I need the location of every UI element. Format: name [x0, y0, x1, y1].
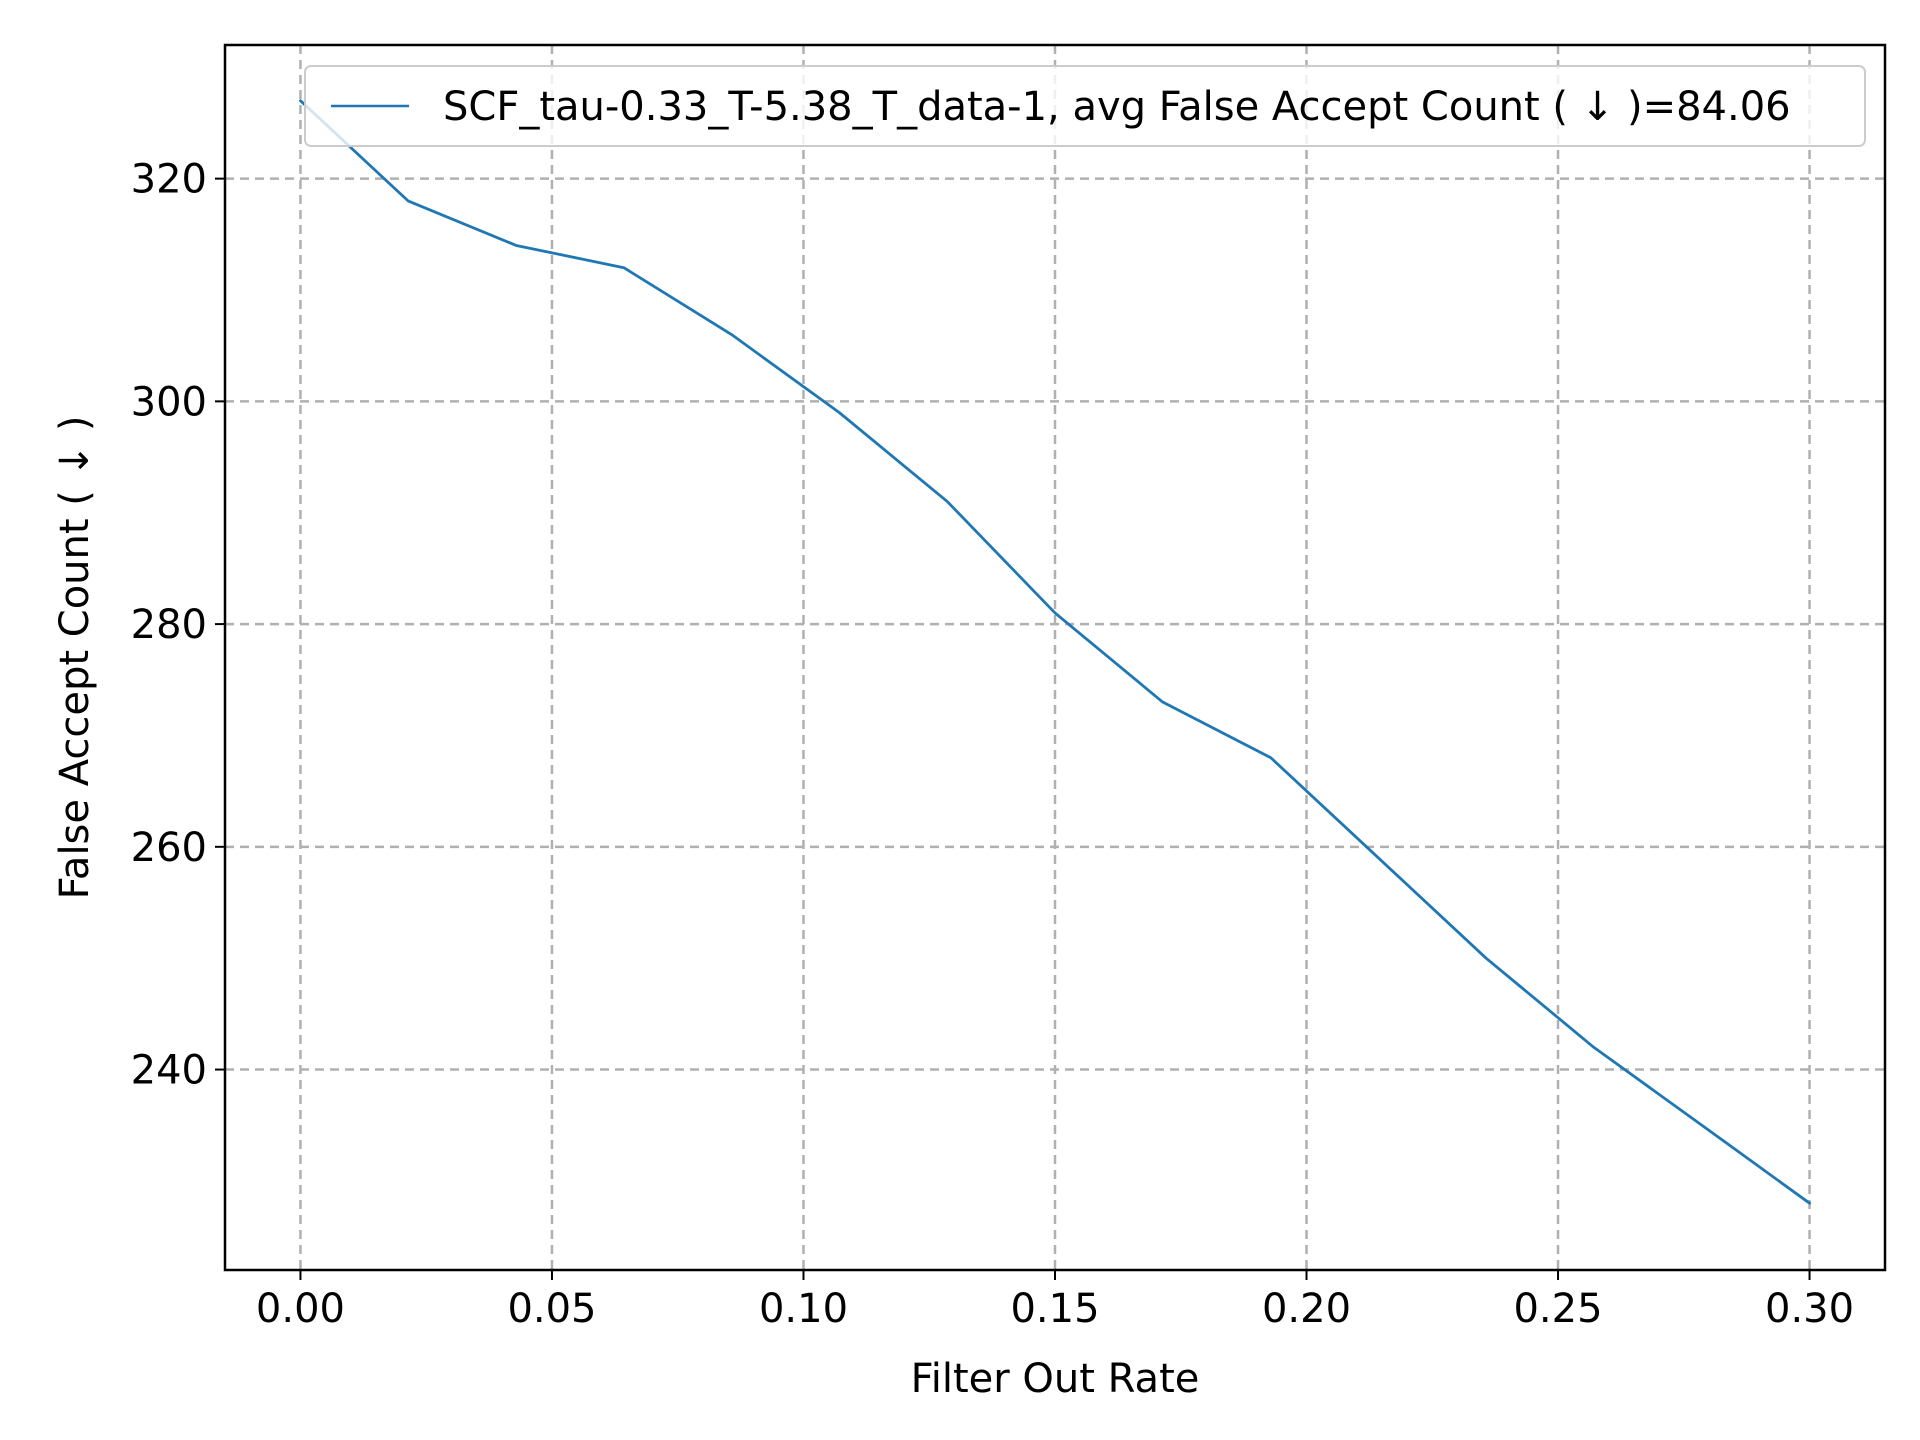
grid — [225, 45, 1885, 1270]
y-tick-label: 280 — [131, 602, 207, 648]
x-tick-label: 0.10 — [759, 1286, 848, 1332]
legend-label-series-0: SCF_tau-0.33_T-5.38_T_data-1, avg False … — [443, 84, 1791, 130]
x-tick-label: 0.25 — [1513, 1286, 1602, 1332]
series-layer — [299, 99, 1811, 1205]
y-tick-label: 240 — [131, 1048, 207, 1094]
x-tick-label: 0.15 — [1010, 1286, 1099, 1332]
y-tick-label: 320 — [131, 157, 207, 203]
series-line-0 — [299, 99, 1811, 1205]
x-axis-label: Filter Out Rate — [911, 1356, 1200, 1402]
legend: SCF_tau-0.33_T-5.38_T_data-1, avg False … — [304, 65, 1866, 147]
y-tick-label: 300 — [131, 379, 207, 425]
x-tick-label: 0.20 — [1262, 1286, 1351, 1332]
x-tick-label: 0.00 — [256, 1286, 345, 1332]
x-tick-label: 0.05 — [507, 1286, 596, 1332]
axis-ticks: 0.00 0.05 0.10 0.15 0.20 0.25 0.30 240 260 280 300… — [131, 157, 1854, 1332]
x-tick-label: 0.30 — [1765, 1286, 1854, 1332]
y-axis-label: False Accept Count ( ↓ ) — [52, 416, 98, 900]
legend-box — [304, 65, 1866, 147]
y-tick-label: 260 — [131, 825, 207, 871]
